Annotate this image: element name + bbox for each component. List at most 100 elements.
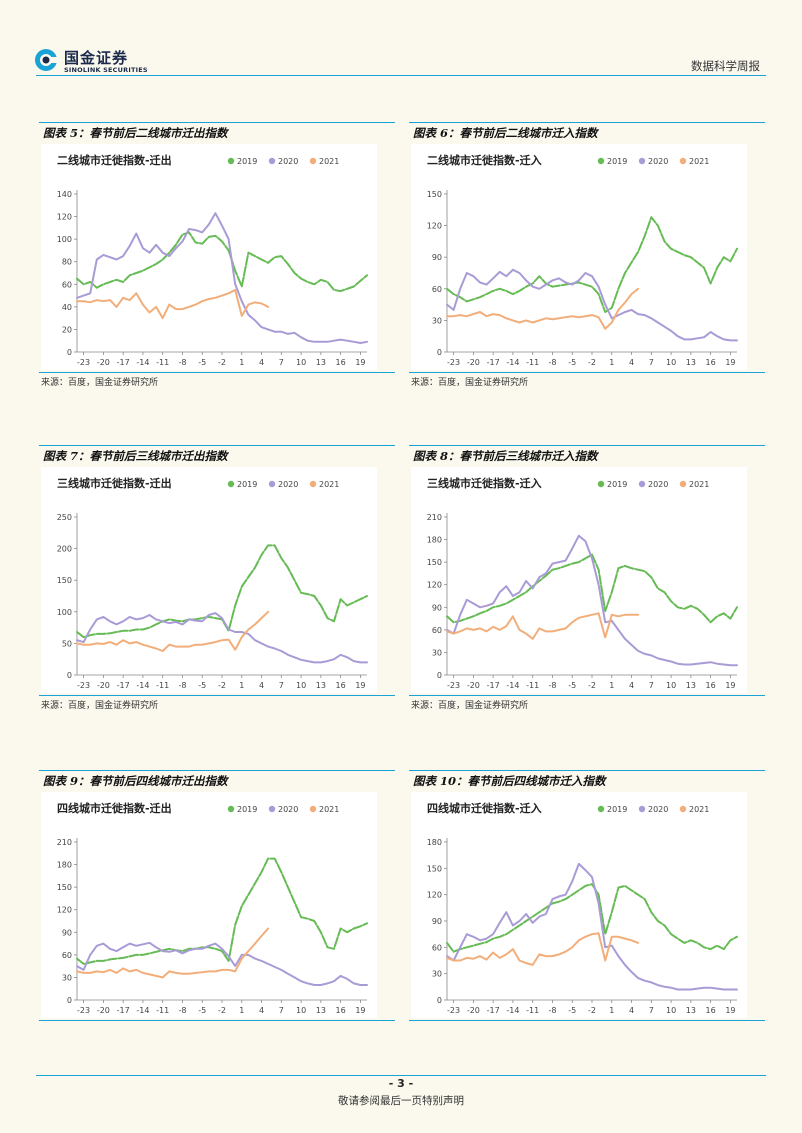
series-line-2019 [446,883,738,953]
x-tick-label: 19 [355,1006,365,1015]
x-tick-label: -8 [178,681,186,690]
y-tick-label: 60 [62,280,72,289]
x-tick-label: -20 [97,1006,110,1015]
x-tick-label: 7 [649,1006,654,1015]
legend-label-2021: 2021 [319,480,339,489]
x-tick-label: 7 [649,681,654,690]
legend-marker-2020 [638,805,646,813]
series-line-2020 [446,534,738,667]
legend-marker-2019 [227,157,235,165]
chart-title: 三线城市迁徙指数-迁出 [57,476,172,490]
legend-marker-2021 [309,480,317,488]
x-tick-label: 19 [725,1006,735,1015]
x-tick-label: -5 [198,1006,206,1015]
x-tick-label: 13 [316,1006,326,1015]
y-tick-label: 120 [427,891,442,900]
figure-title: 图表 5：春节前后二线城市迁出指数 [39,122,395,142]
chart-svg: 四线城市迁徙指数-迁出 2019 2020 2021 0 30 60 90 120 150 180 2… [57,801,368,1015]
x-tick-label: -14 [136,1006,149,1015]
company-logo: 国金证券 SINOLINK SECURITIES [34,47,154,77]
figure-title: 图表 9：春节前后四线城市迁出指数 [39,770,395,790]
x-tick-label: 4 [259,681,264,690]
x-tick-label: 7 [649,358,654,367]
chart-title: 四线城市迁徙指数-迁出 [57,801,172,815]
legend-label-2019: 2019 [237,480,257,489]
figure-source: 来源：百度，国金证券研究所 [409,695,765,711]
figure-10: 图表 10：春节前后四线城市迁入指数 四线城市迁徙指数-迁入 2019 2020 20… [409,770,765,1050]
x-tick-label: -2 [218,358,226,367]
y-tick-label: 30 [432,316,442,325]
y-tick-label: 150 [427,190,442,199]
page-number: - 3 - [388,1077,414,1090]
chart-title: 二线城市迁徙指数-迁入 [427,153,542,167]
x-tick-label: -17 [487,1006,500,1015]
x-tick-label: -5 [568,681,576,690]
x-tick-label: 16 [336,358,346,367]
x-tick-label: 4 [629,1006,634,1015]
x-tick-label: -23 [447,358,460,367]
legend-marker-2019 [597,157,605,165]
series-line-2019 [76,857,368,965]
x-tick-label: -14 [506,358,519,367]
header-divider [36,75,766,76]
x-tick-label: -2 [588,1006,596,1015]
legend-label-2020: 2020 [648,157,668,166]
y-tick-label: 30 [432,970,442,979]
x-tick-label: -17 [117,358,130,367]
x-tick-label: 19 [355,681,365,690]
x-tick-label: 4 [259,358,264,367]
y-tick-label: 80 [62,258,72,267]
chart-title: 二线城市迁徙指数-迁出 [57,153,172,167]
figure-title: 图表 8：春节前后三线城市迁入指数 [409,445,765,465]
y-tick-label: 90 [432,603,442,612]
logo-name-cn: 国金证券 [64,49,129,67]
y-tick-label: 0 [437,996,442,1005]
x-tick-label: 1 [609,1006,614,1015]
y-tick-label: 40 [62,303,72,312]
legend-marker-2020 [268,480,276,488]
chart-area: 三线城市迁徙指数-迁入 2019 2020 2021 0 30 60 90 120 150 180 2… [411,467,747,693]
y-tick-label: 60 [432,285,442,294]
legend-label-2020: 2020 [278,157,298,166]
y-tick-label: 150 [57,883,72,892]
x-tick-label: -5 [198,358,206,367]
y-tick-label: 180 [57,861,72,870]
figure-source: 来源：百度，国金证券研究所 [39,695,395,711]
series-line-2019 [446,553,738,624]
x-tick-label: 10 [296,681,306,690]
legend-label-2019: 2019 [237,157,257,166]
x-tick-label: -2 [588,681,596,690]
x-tick-label: -20 [467,681,480,690]
y-tick-label: 250 [57,513,72,522]
y-tick-label: 0 [437,348,442,357]
series-line-2021 [446,612,640,640]
x-tick-label: 13 [316,681,326,690]
x-tick-label: -14 [136,681,149,690]
x-tick-label: -14 [506,681,519,690]
x-tick-label: -8 [548,358,556,367]
x-tick-label: -5 [568,358,576,367]
x-tick-label: 4 [629,358,634,367]
figure-source [409,1020,765,1036]
x-tick-label: 13 [686,1006,696,1015]
chart-svg: 二线城市迁徙指数-迁出 2019 2020 202102040608010012014… [57,153,368,367]
y-tick-label: 60 [62,951,72,960]
y-tick-label: 140 [57,190,72,199]
y-tick-label: 90 [432,253,442,262]
x-tick-label: -23 [77,358,90,367]
x-tick-label: -2 [218,681,226,690]
x-tick-label: 7 [279,1006,284,1015]
x-tick-label: 19 [725,358,735,367]
y-tick-label: 120 [427,222,442,231]
legend-label-2020: 2020 [648,805,668,814]
y-tick-label: 120 [427,581,442,590]
x-tick-label: -11 [526,358,539,367]
x-tick-label: 1 [609,681,614,690]
legend-marker-2020 [638,480,646,488]
legend-label-2019: 2019 [237,805,257,814]
legend-marker-2019 [597,480,605,488]
y-tick-label: 0 [67,996,72,1005]
y-tick-label: 210 [57,838,72,847]
x-tick-label: -17 [117,681,130,690]
y-tick-label: 150 [427,558,442,567]
